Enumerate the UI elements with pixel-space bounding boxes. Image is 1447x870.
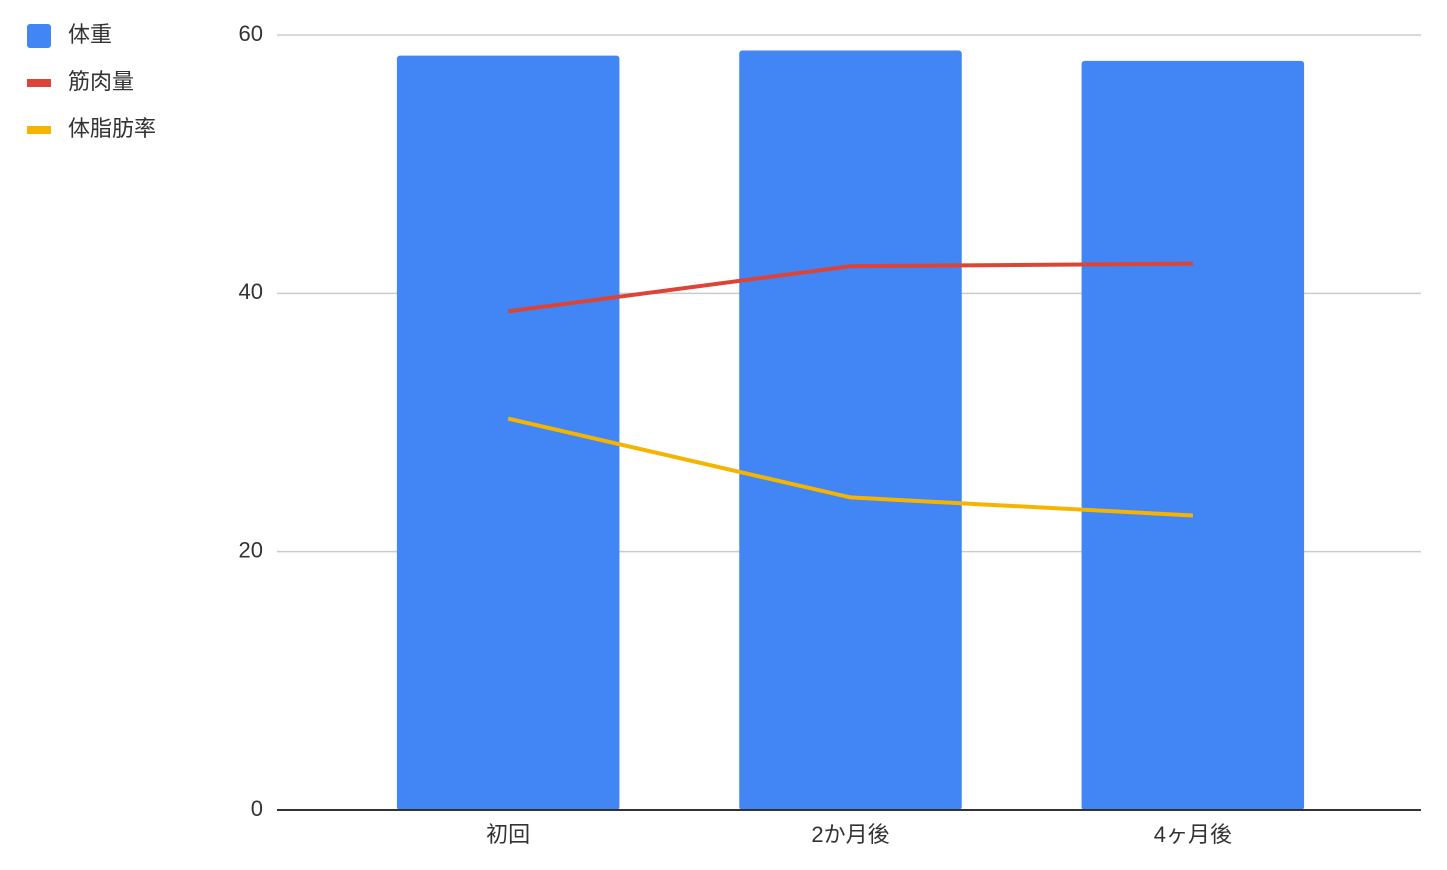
legend-swatch: [27, 126, 51, 134]
line: [507, 261, 1193, 314]
y-tick-label: 60: [239, 21, 263, 46]
bar: [396, 55, 620, 810]
legend-label: 体重: [68, 22, 112, 47]
x-tick-label: 初回: [486, 822, 530, 847]
bar: [1081, 60, 1305, 811]
legend-swatch: [27, 24, 51, 48]
line: [507, 416, 1193, 518]
y-tick-label: 0: [251, 796, 263, 821]
legend-swatch: [27, 79, 51, 87]
x-tick-label: 4ヶ月後: [1154, 822, 1232, 847]
bar: [739, 50, 962, 810]
y-tick-label: 40: [239, 279, 263, 304]
legend-label: 体脂肪率: [68, 116, 156, 141]
x-tick-label: 2か月後: [811, 822, 889, 847]
y-tick-label: 20: [239, 537, 263, 562]
legend-label: 筋肉量: [68, 69, 134, 94]
